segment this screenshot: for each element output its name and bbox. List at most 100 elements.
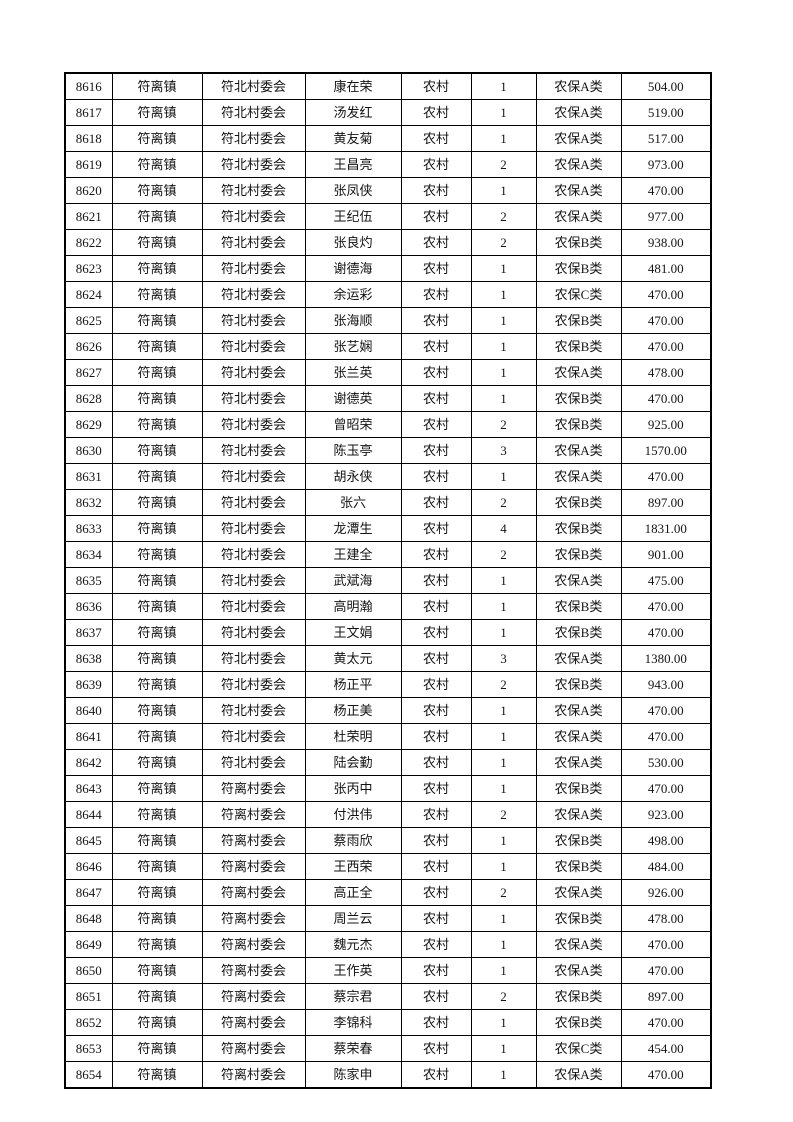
cell-seq-no: 8636 (64, 593, 113, 620)
cell-person-name: 谢德海 (304, 255, 402, 282)
cell-insurance-class: 农保A类 (535, 463, 622, 490)
cell-person-count: 1 (470, 749, 537, 776)
cell-person-count: 1 (470, 385, 537, 412)
cell-amount: 481.00 (620, 255, 712, 282)
cell-insurance-class: 农保B类 (535, 385, 622, 412)
cell-insurance-class: 农保A类 (535, 437, 622, 464)
cell-household-category: 农村 (400, 801, 472, 828)
cell-person-count: 2 (470, 801, 537, 828)
cell-village-committee: 符离村委会 (201, 827, 306, 854)
cell-person-name: 王纪伍 (304, 203, 402, 230)
table-row: 8649 符离镇 符离村委会 魏元杰 农村 1 农保A类 470.00 (64, 931, 712, 958)
cell-town: 符离镇 (111, 307, 203, 334)
cell-seq-no: 8637 (64, 619, 113, 646)
cell-seq-no: 8619 (64, 151, 113, 178)
cell-town: 符离镇 (111, 72, 203, 100)
cell-insurance-class: 农保C类 (535, 1035, 622, 1062)
cell-person-name: 张艺娴 (304, 333, 402, 360)
table-row: 8645 符离镇 符离村委会 蔡雨欣 农村 1 农保B类 498.00 (64, 827, 712, 854)
cell-town: 符离镇 (111, 437, 203, 464)
cell-household-category: 农村 (400, 723, 472, 750)
table-row: 8634 符离镇 符北村委会 王建全 农村 2 农保B类 901.00 (64, 541, 712, 568)
cell-insurance-class: 农保A类 (535, 957, 622, 984)
cell-person-name: 张六 (304, 489, 402, 516)
cell-amount: 475.00 (620, 567, 712, 594)
cell-household-category: 农村 (400, 827, 472, 854)
cell-household-category: 农村 (400, 619, 472, 646)
cell-town: 符离镇 (111, 229, 203, 256)
cell-amount: 470.00 (620, 619, 712, 646)
cell-town: 符离镇 (111, 1061, 203, 1089)
cell-town: 符离镇 (111, 385, 203, 412)
cell-person-count: 2 (470, 983, 537, 1010)
cell-amount: 977.00 (620, 203, 712, 230)
cell-person-name: 蔡荣春 (304, 1035, 402, 1062)
cell-insurance-class: 农保B类 (535, 255, 622, 282)
cell-person-count: 1 (470, 255, 537, 282)
cell-seq-no: 8631 (64, 463, 113, 490)
cell-person-name: 黄友菊 (304, 125, 402, 152)
cell-person-name: 陆会勤 (304, 749, 402, 776)
cell-insurance-class: 农保B类 (535, 489, 622, 516)
cell-person-name: 王建全 (304, 541, 402, 568)
cell-person-name: 王昌亮 (304, 151, 402, 178)
cell-household-category: 农村 (400, 489, 472, 516)
cell-person-count: 2 (470, 151, 537, 178)
cell-person-count: 1 (470, 333, 537, 360)
cell-person-count: 1 (470, 281, 537, 308)
cell-village-committee: 符北村委会 (201, 645, 306, 672)
table-row: 8643 符离镇 符离村委会 张丙中 农村 1 农保B类 470.00 (64, 775, 712, 802)
cell-amount: 470.00 (620, 723, 712, 750)
cell-seq-no: 8626 (64, 333, 113, 360)
cell-person-name: 蔡宗君 (304, 983, 402, 1010)
table-row: 8653 符离镇 符离村委会 蔡荣春 农村 1 农保C类 454.00 (64, 1035, 712, 1062)
cell-household-category: 农村 (400, 983, 472, 1010)
cell-person-name: 陈玉亭 (304, 437, 402, 464)
cell-seq-no: 8620 (64, 177, 113, 204)
cell-seq-no: 8653 (64, 1035, 113, 1062)
cell-household-category: 农村 (400, 1035, 472, 1062)
cell-seq-no: 8625 (64, 307, 113, 334)
cell-person-name: 张丙中 (304, 775, 402, 802)
cell-amount: 504.00 (620, 72, 712, 100)
cell-town: 符离镇 (111, 541, 203, 568)
cell-seq-no: 8624 (64, 281, 113, 308)
cell-person-name: 张海顺 (304, 307, 402, 334)
cell-amount: 1380.00 (620, 645, 712, 672)
cell-insurance-class: 农保B类 (535, 1009, 622, 1036)
cell-amount: 454.00 (620, 1035, 712, 1062)
cell-village-committee: 符北村委会 (201, 255, 306, 282)
table-row: 8630 符离镇 符北村委会 陈玉亭 农村 3 农保A类 1570.00 (64, 437, 712, 464)
cell-insurance-class: 农保A类 (535, 801, 622, 828)
cell-amount: 470.00 (620, 463, 712, 490)
cell-person-count: 1 (470, 359, 537, 386)
cell-household-category: 农村 (400, 281, 472, 308)
table-row: 8652 符离镇 符离村委会 李锦科 农村 1 农保B类 470.00 (64, 1009, 712, 1036)
table-row: 8629 符离镇 符北村委会 曾昭荣 农村 2 农保B类 925.00 (64, 411, 712, 438)
table-row: 8627 符离镇 符北村委会 张兰英 农村 1 农保A类 478.00 (64, 359, 712, 386)
cell-amount: 925.00 (620, 411, 712, 438)
cell-person-name: 龙潭生 (304, 515, 402, 542)
table-row: 8621 符离镇 符北村委会 王纪伍 农村 2 农保A类 977.00 (64, 203, 712, 230)
cell-amount: 897.00 (620, 983, 712, 1010)
table-row: 8625 符离镇 符北村委会 张海顺 农村 1 农保B类 470.00 (64, 307, 712, 334)
cell-amount: 470.00 (620, 1061, 712, 1089)
cell-amount: 484.00 (620, 853, 712, 880)
cell-seq-no: 8621 (64, 203, 113, 230)
cell-village-committee: 符北村委会 (201, 177, 306, 204)
cell-person-name: 魏元杰 (304, 931, 402, 958)
cell-seq-no: 8650 (64, 957, 113, 984)
cell-insurance-class: 农保C类 (535, 281, 622, 308)
table-row: 8648 符离镇 符离村委会 周兰云 农村 1 农保B类 478.00 (64, 905, 712, 932)
cell-person-count: 2 (470, 671, 537, 698)
cell-seq-no: 8617 (64, 99, 113, 126)
cell-town: 符离镇 (111, 593, 203, 620)
cell-person-name: 王西荣 (304, 853, 402, 880)
cell-seq-no: 8640 (64, 697, 113, 724)
cell-seq-no: 8628 (64, 385, 113, 412)
cell-town: 符离镇 (111, 853, 203, 880)
cell-village-committee: 符北村委会 (201, 593, 306, 620)
cell-household-category: 农村 (400, 1061, 472, 1089)
table-row: 8635 符离镇 符北村委会 武斌海 农村 1 农保A类 475.00 (64, 567, 712, 594)
